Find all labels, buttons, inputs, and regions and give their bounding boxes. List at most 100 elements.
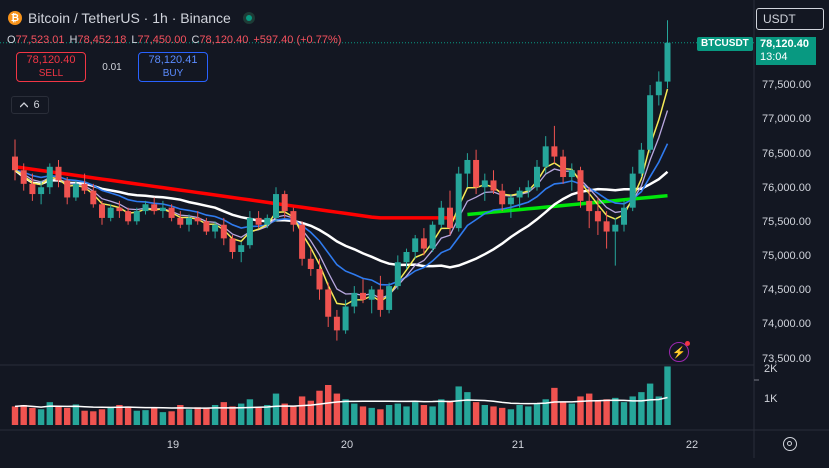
candle-body	[38, 187, 45, 195]
symbol-price-tag: BTCUSDT	[697, 37, 753, 51]
price-axis-label: 77,500.00	[762, 79, 811, 91]
high-key: H	[69, 34, 78, 46]
candle-body	[55, 166, 62, 181]
candle-body	[273, 194, 279, 218]
candle-body	[29, 183, 36, 195]
volume-bar	[559, 402, 567, 425]
candle-body	[351, 292, 358, 307]
price-axis-label: 74,500.00	[762, 284, 811, 296]
settings-gear-icon[interactable]	[783, 437, 797, 451]
trade-panel: 78,120.40 SELL 0.01 78,120.41 BUY	[16, 52, 208, 82]
volume-bar	[177, 405, 184, 425]
last-price-tag: 78,120.40 13:04	[756, 37, 816, 65]
volume-bar	[238, 403, 245, 425]
currency-value: USDT	[763, 12, 796, 26]
close-value: 78,120.40	[199, 34, 249, 46]
price-axis-label: 75,500.00	[762, 216, 811, 228]
ohlc-legend: O 77,523.01 H 78,452.18 L 77,450.00 C 78,120…	[7, 34, 341, 46]
indicators-count: 6	[33, 99, 40, 111]
candle-body	[107, 207, 114, 218]
sell-button[interactable]: 78,120.40 SELL	[16, 52, 86, 82]
volume-bar	[342, 399, 349, 425]
candle-body	[516, 190, 523, 198]
candle-body	[560, 156, 567, 178]
candle-body	[342, 306, 349, 331]
notification-dot	[685, 341, 690, 346]
time-axis-label: 20	[340, 439, 354, 451]
volume-bar	[194, 407, 201, 425]
candle-body	[603, 221, 610, 232]
volume-bar	[168, 411, 175, 425]
volume-bar	[551, 387, 558, 425]
lightning-alert-icon[interactable]: ⚡	[669, 341, 690, 362]
volume-bar	[655, 396, 662, 425]
close-key: C	[191, 34, 200, 46]
volume-bar	[246, 399, 254, 425]
candle-body	[481, 180, 488, 188]
candle-body	[212, 224, 219, 232]
candle-body	[81, 183, 88, 191]
candle-body	[203, 221, 210, 232]
candle-body	[125, 211, 132, 222]
volume-bar	[612, 397, 619, 425]
volume-bar	[359, 406, 367, 425]
time-axis-label: 19	[166, 439, 180, 451]
candle-body	[447, 207, 453, 229]
volume-axis-label: 2K	[764, 363, 778, 375]
volume-bar	[203, 408, 210, 425]
candle-body	[299, 224, 306, 259]
candle-body	[621, 207, 627, 225]
volume-bar	[98, 409, 106, 425]
candle-body	[629, 173, 636, 208]
low-value: 77,450.00	[137, 34, 187, 46]
volume-bar	[394, 403, 401, 425]
candle-body	[403, 251, 410, 263]
volume-bar	[603, 399, 610, 425]
volume-bar	[290, 406, 297, 425]
candle-body	[525, 187, 532, 191]
candle-body	[116, 207, 123, 212]
symbol-header[interactable]: ₿ Bitcoin / TetherUS · 1h · Binance	[8, 8, 255, 28]
market-status-icon[interactable]	[242, 12, 255, 24]
ema-yellow-line	[14, 88, 669, 306]
candle-body	[238, 245, 245, 252]
indicators-toggle-button[interactable]: 6	[11, 96, 49, 114]
volume-bar	[37, 409, 45, 425]
volume-bar	[55, 406, 62, 425]
volume-bar	[72, 404, 80, 425]
candle-body	[612, 224, 619, 232]
volume-bar	[90, 411, 97, 425]
candle-body	[99, 204, 105, 218]
volume-bar	[533, 403, 541, 425]
volume-bar	[159, 412, 167, 425]
candle-body	[142, 204, 149, 212]
candle-body	[20, 170, 27, 184]
candle-body	[586, 200, 593, 212]
price-axis-label: 75,000.00	[762, 250, 811, 262]
open-value: 77,523.01	[15, 34, 65, 46]
candle-body	[360, 292, 366, 300]
volume-bar	[620, 402, 628, 425]
candle-body	[534, 166, 540, 188]
volume-bar	[368, 407, 375, 425]
buy-button[interactable]: 78,120.41 BUY	[138, 52, 208, 82]
bar-countdown: 13:04	[760, 51, 788, 63]
ema-violet-line	[14, 110, 669, 300]
candle-body	[264, 217, 271, 225]
candle-body	[568, 170, 575, 178]
volume-bar	[29, 407, 36, 425]
candle-body	[72, 183, 79, 198]
last-price: 78,120.40	[760, 38, 809, 50]
volume-bar	[481, 405, 488, 425]
sma-white-line	[14, 169, 669, 269]
volume-bar	[525, 406, 532, 425]
volume-bar	[11, 406, 19, 425]
candle-body	[394, 262, 401, 287]
price-axis-label: 74,000.00	[762, 318, 811, 330]
symbol-title[interactable]: Bitcoin / TetherUS · 1h · Binance	[28, 10, 231, 26]
currency-select[interactable]: USDT	[756, 8, 824, 30]
sell-price: 78,120.40	[26, 54, 76, 66]
volume-bar	[264, 405, 271, 425]
volume-bar	[385, 405, 393, 425]
candle-body	[220, 224, 227, 239]
